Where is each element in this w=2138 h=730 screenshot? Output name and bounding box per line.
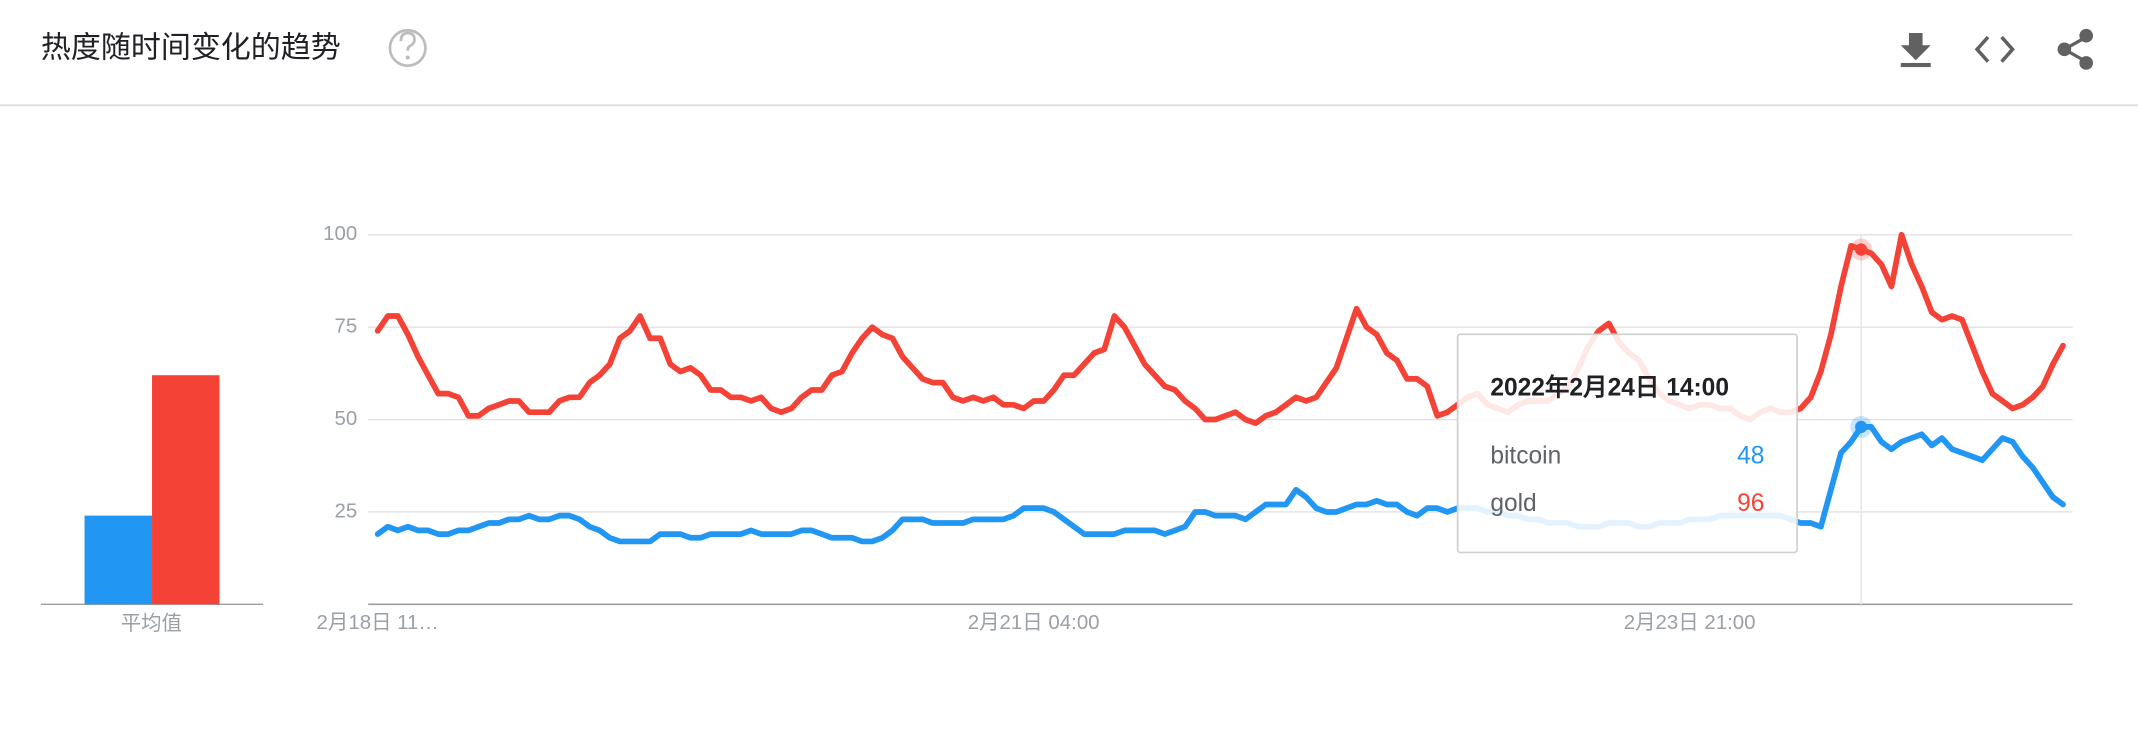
x-tick-label: 2月21日 04:00 bbox=[968, 611, 1100, 634]
tooltip-box bbox=[1456, 333, 1798, 554]
tooltip-title: 2022年2月24日 14:00 bbox=[1490, 372, 1729, 401]
y-tick-label: 75 bbox=[335, 315, 358, 338]
hover-point bbox=[1855, 420, 1868, 434]
embed-icon[interactable] bbox=[1974, 35, 2015, 63]
avg-label: 平均值 bbox=[121, 612, 182, 635]
avg-bar bbox=[84, 515, 153, 605]
y-tick-label: 25 bbox=[335, 499, 358, 522]
tooltip-series-name: bitcoin bbox=[1490, 443, 1561, 470]
tooltip-value: 48 bbox=[1737, 443, 1764, 470]
share-icon[interactable] bbox=[2057, 28, 2094, 70]
header-title: 热度随时间变化的趋势 bbox=[41, 31, 341, 64]
y-tick-label: 100 bbox=[323, 222, 357, 245]
x-tick-label: 2月18日 11… bbox=[317, 611, 439, 634]
download-icon[interactable] bbox=[1900, 32, 1931, 68]
tooltip-value: 96 bbox=[1737, 490, 1764, 517]
y-tick-label: 50 bbox=[335, 407, 358, 430]
hover-point bbox=[1855, 243, 1868, 256]
avg-bar bbox=[152, 375, 220, 605]
tooltip-series-name: gold bbox=[1490, 490, 1536, 517]
help-icon[interactable] bbox=[388, 28, 427, 68]
x-tick-label: 2月23日 21:00 bbox=[1624, 611, 1756, 634]
